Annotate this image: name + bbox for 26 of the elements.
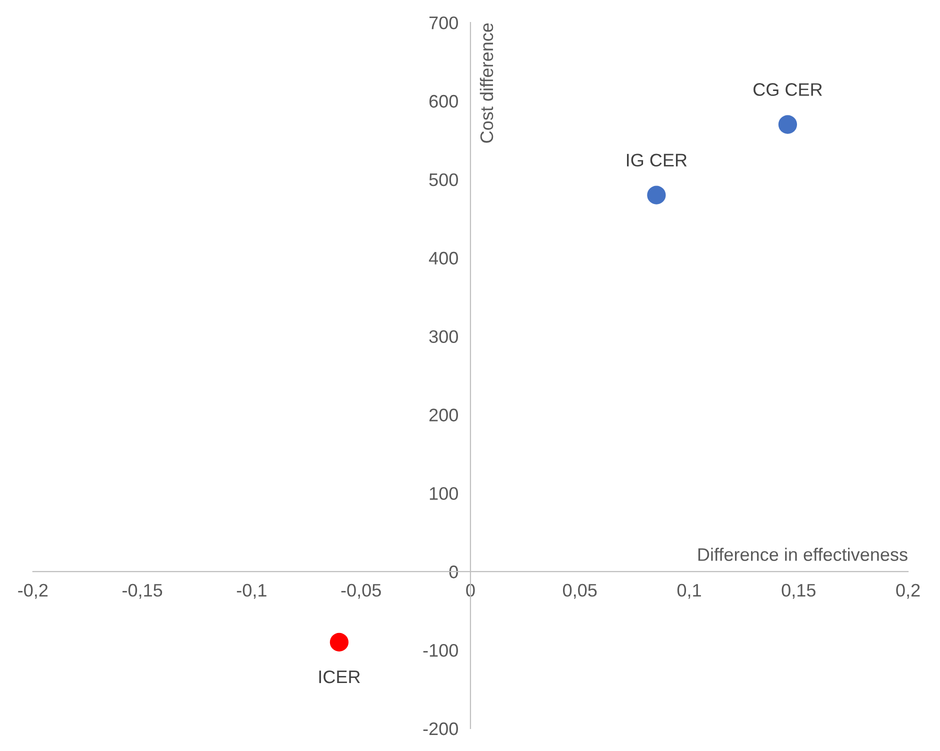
- point: [778, 115, 798, 134]
- x-tick-label: -0,05: [341, 584, 381, 599]
- annotation: IG CER: [627, 154, 687, 167]
- y-tick-label: 600: [429, 94, 458, 108]
- point: [330, 632, 349, 652]
- y-tick-label: 500: [429, 173, 458, 186]
- annotation: ICER: [319, 670, 360, 684]
- x-tick-label: 0,1: [677, 584, 701, 599]
- x-tick-label: -0,15: [122, 584, 162, 599]
- point: [647, 186, 666, 204]
- x-tick-label: -0,2: [18, 584, 48, 599]
- x-axis-title: Difference in effectiveness: [698, 548, 908, 561]
- y-tick-label: 700: [429, 16, 458, 30]
- y-tick-label: 300: [429, 330, 458, 343]
- annotation: CG CER: [754, 83, 822, 96]
- y-tick-label: 100: [430, 487, 458, 500]
- y-tick-label: -200: [423, 722, 458, 736]
- y-tick-label: 400: [428, 252, 458, 265]
- y-tick-label: 200: [429, 408, 458, 422]
- x-tick-label: 0,05: [563, 584, 597, 599]
- x-tick-label: 0: [466, 584, 475, 597]
- y-axis-title: Cost difference: [480, 23, 494, 143]
- x-tick-label: -0,1: [236, 584, 266, 599]
- x-tick-label: 0,2: [896, 584, 920, 599]
- y-tick-label: -100: [423, 644, 458, 657]
- x-tick-label: 0,15: [782, 584, 816, 599]
